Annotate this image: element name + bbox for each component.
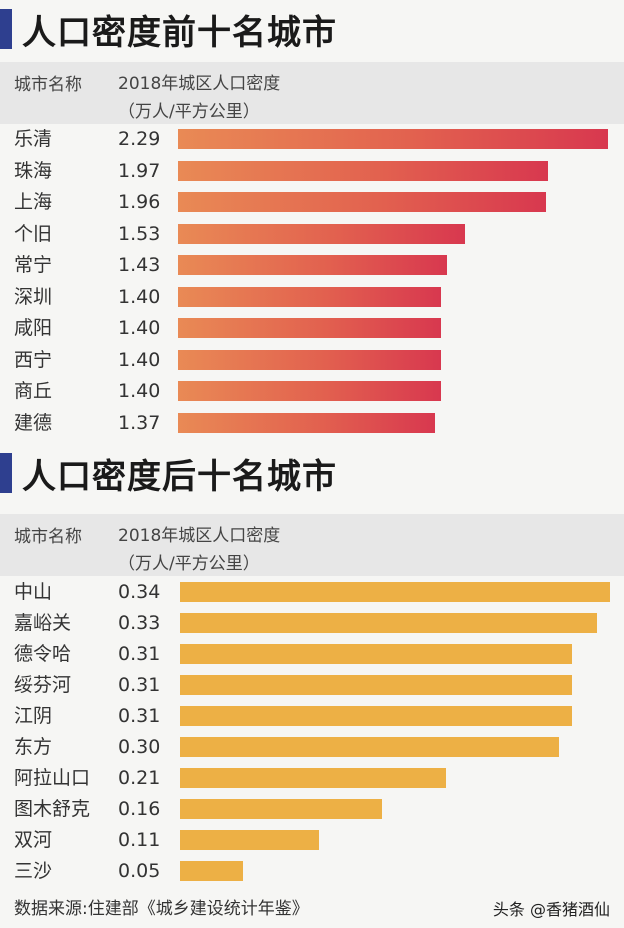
data-label: 0.31 xyxy=(118,674,161,696)
data-label: 0.11 xyxy=(118,829,161,851)
header-metric-line1: 2018年城区人口密度 xyxy=(118,74,281,94)
data-label: 1.40 xyxy=(118,348,161,371)
category-label: 个旧 xyxy=(14,222,53,245)
data-label: 2.29 xyxy=(118,128,161,150)
category-label: 常宁 xyxy=(14,254,53,276)
data-label: 1.43 xyxy=(118,254,161,276)
category-label: 图木舒克 xyxy=(14,798,91,820)
category-label: 江阴 xyxy=(14,705,53,727)
category-label: 阿拉山口 xyxy=(14,767,91,789)
data-label: 0.34 xyxy=(118,581,161,603)
category-label: 双河 xyxy=(14,829,53,851)
category-label: 绥芬河 xyxy=(14,674,72,696)
data-label: 0.31 xyxy=(118,643,161,665)
bar xyxy=(178,192,547,212)
bar xyxy=(180,737,560,757)
data-label: 1.37 xyxy=(118,411,161,434)
category-label: 商丘 xyxy=(14,380,53,402)
bar xyxy=(180,582,610,602)
category-label: 东方 xyxy=(14,736,53,758)
category-label: 深圳 xyxy=(14,285,53,308)
top-table-header: 城市名称 2018年城区人口密度 （万人/平方公里） xyxy=(0,62,624,124)
bar xyxy=(180,644,573,664)
data-label: 1.53 xyxy=(118,222,161,245)
top-title-text: 人口密度前十名城市 xyxy=(22,12,337,53)
bar xyxy=(180,830,320,850)
bar xyxy=(180,768,446,788)
bar xyxy=(178,129,608,149)
bar xyxy=(178,160,548,181)
bottom-section-title: 人口密度后十名城市 xyxy=(0,450,337,497)
watermark: 头条 @香猪酒仙 xyxy=(492,900,610,919)
top-section-title: 人口密度前十名城市 xyxy=(0,6,337,53)
data-label: 0.21 xyxy=(118,767,161,789)
bar xyxy=(180,675,573,695)
data-label: 1.97 xyxy=(118,159,161,182)
data-label: 0.16 xyxy=(118,798,161,820)
data-label: 0.33 xyxy=(118,612,161,634)
data-label: 1.40 xyxy=(118,317,161,339)
header-metric: 2018年城区人口密度 （万人/平方公里） xyxy=(118,522,280,578)
title-accent-bar xyxy=(0,453,12,493)
bar xyxy=(178,286,441,307)
header-metric-line2: （万人/平方公里） xyxy=(118,102,260,122)
bottom-table-header: 城市名称 2018年城区人口密度 （万人/平方公里） xyxy=(0,514,624,576)
category-label: 珠海 xyxy=(14,159,53,182)
category-label: 三沙 xyxy=(14,860,53,882)
bar xyxy=(178,349,441,370)
category-label: 咸阳 xyxy=(14,317,53,339)
category-label: 西宁 xyxy=(14,348,53,371)
category-label: 建德 xyxy=(14,411,53,434)
bar xyxy=(180,799,383,819)
header-city-name: 城市名称 xyxy=(14,75,82,95)
title-accent-bar xyxy=(0,9,12,49)
bar xyxy=(180,861,244,881)
header-metric-line2: （万人/平方公里） xyxy=(118,554,260,574)
data-label: 0.05 xyxy=(118,860,161,882)
bar xyxy=(178,255,447,275)
bar xyxy=(178,318,441,338)
data-label: 0.30 xyxy=(118,736,161,758)
bar xyxy=(178,412,436,433)
bottom-title-text: 人口密度后十名城市 xyxy=(22,456,337,497)
category-label: 嘉峪关 xyxy=(14,612,72,634)
data-label: 0.31 xyxy=(118,705,161,727)
data-label: 1.96 xyxy=(118,191,161,213)
source-note: 数据来源:住建部《城乡建设统计年鉴》 xyxy=(14,899,309,919)
bar xyxy=(180,706,573,726)
category-label: 中山 xyxy=(14,581,53,603)
bar xyxy=(180,613,598,633)
category-label: 上海 xyxy=(14,191,53,213)
data-label: 1.40 xyxy=(118,285,161,308)
category-label: 德令哈 xyxy=(14,643,72,665)
data-label: 1.40 xyxy=(118,380,161,402)
bar xyxy=(178,223,466,244)
bar xyxy=(178,381,441,401)
header-metric: 2018年城区人口密度 （万人/平方公里） xyxy=(118,70,280,126)
header-metric-line1: 2018年城区人口密度 xyxy=(118,526,281,546)
category-label: 乐清 xyxy=(14,128,53,150)
header-city-name: 城市名称 xyxy=(14,527,82,547)
